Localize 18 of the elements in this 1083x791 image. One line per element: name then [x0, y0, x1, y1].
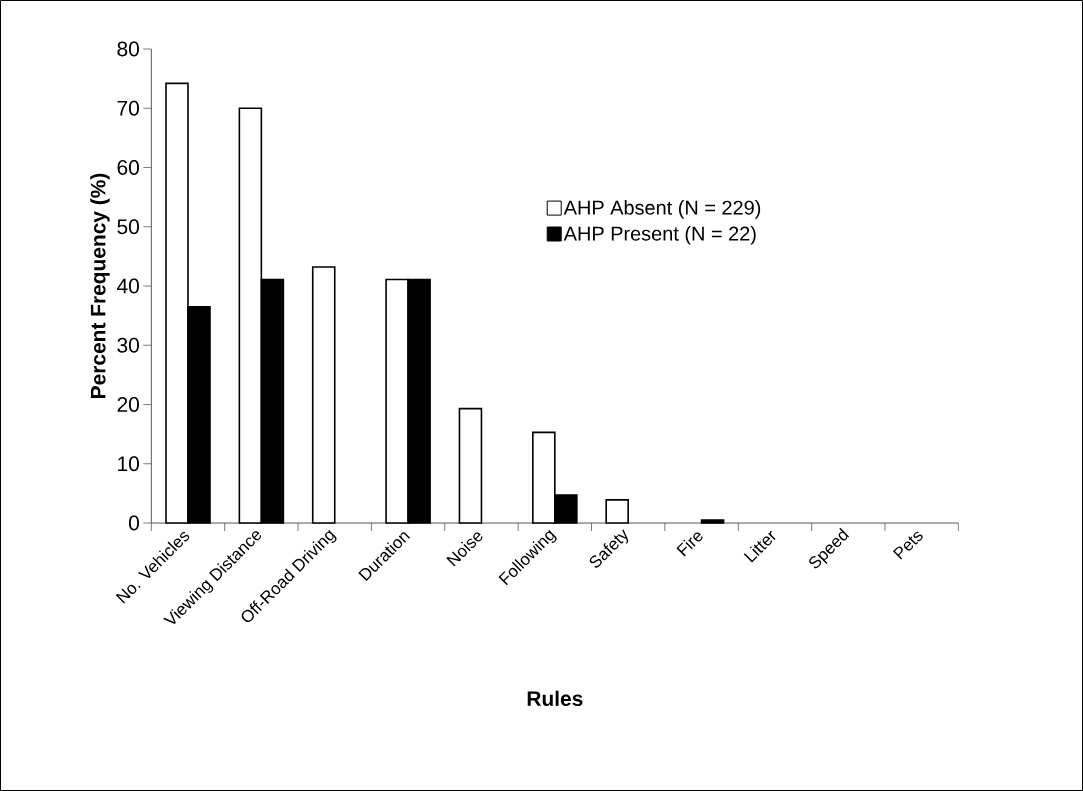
y-tick-label: 0: [128, 515, 139, 531]
bar: [458, 407, 483, 524]
bar: [311, 266, 336, 524]
y-tick-label: 50: [117, 219, 139, 235]
y-tick-label: 60: [117, 160, 139, 175]
x-tick-label: Fire: [676, 532, 703, 557]
legend-label: AHP Present (N = 22): [563, 226, 756, 245]
bar: [605, 499, 629, 524]
bar: [700, 519, 725, 524]
y-tick-label: 70: [117, 100, 139, 116]
y-tick-label: 80: [117, 41, 139, 57]
legend-label: AHP Absent (N = 229): [563, 200, 761, 219]
y-tick-label: 40: [117, 278, 139, 294]
x-axis-title: Rules: [527, 690, 583, 707]
y-tick-label: 10: [118, 456, 139, 472]
y-tick-label: 30: [117, 337, 139, 353]
y-axis-title: Percent Frequency (%): [90, 173, 110, 398]
y-tick-label: 20: [117, 397, 139, 412]
